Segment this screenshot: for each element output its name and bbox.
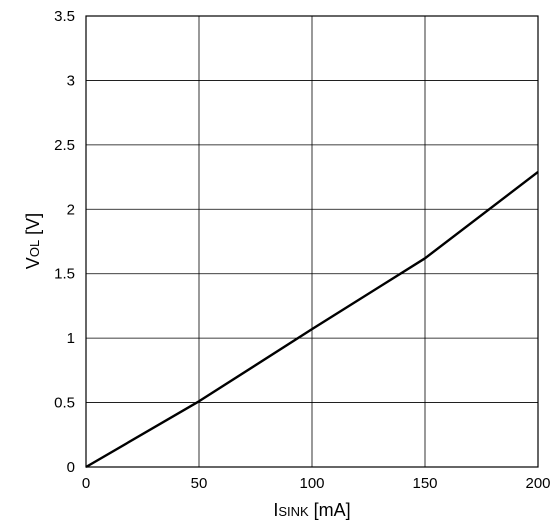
plot-frame bbox=[85, 15, 539, 468]
y-tick-label: 1 bbox=[67, 330, 75, 347]
x-tick-labels: 0 50 100 150 200 bbox=[82, 475, 551, 492]
y-tick-label: 2.5 bbox=[54, 137, 75, 154]
y-axis-label: VOL [V] bbox=[23, 213, 43, 269]
y-tick-label: 2 bbox=[67, 201, 75, 218]
x-tick-label: 200 bbox=[525, 475, 550, 492]
x-tick-label: 0 bbox=[82, 475, 90, 492]
x-tick-label: 100 bbox=[299, 475, 324, 492]
series bbox=[85, 170, 539, 469]
y-tick-label: 3.5 bbox=[54, 8, 75, 25]
x-tick-label: 150 bbox=[412, 475, 437, 492]
y-tick-label: 0 bbox=[67, 459, 75, 476]
y-tick-label: 1.5 bbox=[54, 266, 75, 283]
x-tick-label: 50 bbox=[191, 475, 208, 492]
series-line bbox=[85, 170, 539, 469]
y-tick-label: 0.5 bbox=[54, 395, 75, 412]
y-tick-labels: 0 0.5 1 1.5 2 2.5 3 3.5 bbox=[54, 8, 75, 476]
y-tick-label: 3 bbox=[67, 72, 75, 89]
grid bbox=[85, 15, 539, 468]
x-axis-label: ISINK [mA] bbox=[273, 500, 350, 520]
